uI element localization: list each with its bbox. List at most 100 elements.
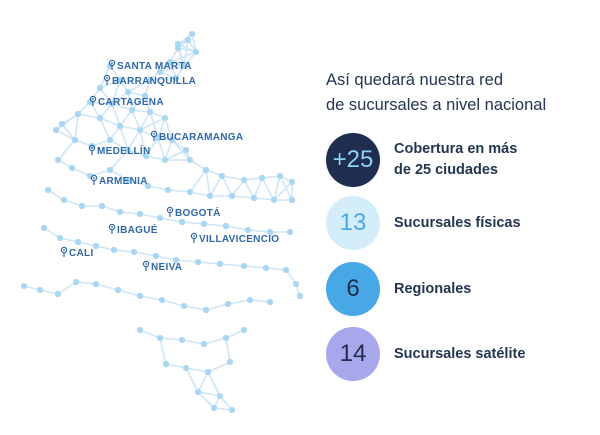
network-link [159, 65, 185, 73]
network-node [141, 92, 149, 100]
network-link [225, 329, 245, 339]
city-marker: ARMENIA [90, 174, 147, 187]
network-node [20, 282, 28, 290]
network-node [188, 30, 196, 38]
network-link [247, 229, 271, 233]
network-link [185, 367, 199, 393]
network-node [74, 110, 82, 118]
city-label: MEDELLÍN [97, 144, 151, 157]
network-node [154, 134, 162, 142]
network-node [216, 392, 224, 400]
network-link [164, 139, 173, 161]
city-label: SANTA MARTA [117, 61, 192, 72]
network-node [180, 302, 188, 310]
network-link [171, 139, 191, 161]
network-link [157, 137, 166, 161]
network-link [265, 267, 287, 271]
network-node [270, 196, 278, 204]
stat-label-coverage-line-1: Cobertura en más [394, 141, 518, 157]
network-link [261, 177, 275, 201]
network-node [222, 222, 230, 230]
stat-value-coverage: +25 [332, 146, 374, 173]
network-node [156, 334, 164, 342]
network-node [96, 114, 104, 122]
stat-label-satellite-branches: Sucursales satélite [394, 344, 525, 365]
network-node [92, 242, 100, 250]
network-node [71, 136, 79, 144]
stat-value-physical-branches: 13 [339, 209, 367, 236]
network-node [224, 300, 232, 308]
network-link [89, 101, 101, 119]
network-link [197, 391, 221, 397]
network-link [169, 51, 197, 63]
network-link [119, 125, 129, 151]
network-link [197, 371, 209, 393]
stat-label-regional: Regionales [394, 279, 471, 300]
network-node [210, 404, 218, 412]
network-node [152, 252, 160, 260]
network-node [186, 188, 194, 196]
network-node [116, 76, 124, 84]
network-link [159, 337, 183, 341]
stat-physical-branches: 13 Sucursales físicas [326, 195, 596, 251]
network-node [52, 126, 60, 134]
network-node [262, 264, 270, 272]
network-link [219, 263, 245, 267]
network-link [253, 197, 275, 201]
network-link [165, 363, 187, 369]
network-node [130, 248, 138, 256]
network-link [127, 149, 147, 157]
network-link [159, 217, 183, 223]
city-label: BOGOTÁ [175, 206, 221, 219]
network-node [40, 224, 48, 232]
network-link [131, 109, 141, 131]
network-link [71, 167, 91, 177]
network-link [147, 185, 169, 191]
network-link [189, 169, 207, 193]
network-node [244, 226, 252, 234]
stat-regional: 6 Regionales [326, 261, 596, 317]
network-link [111, 91, 129, 105]
network-link [209, 175, 223, 197]
city-label: BUCARAMANGA [159, 132, 243, 143]
network-node [282, 266, 290, 274]
network-node [172, 74, 180, 82]
map-pin-icon [89, 95, 97, 106]
network-node [276, 172, 284, 180]
network-link [197, 391, 215, 409]
network-link [145, 137, 159, 157]
network-node [146, 76, 154, 84]
network-link [164, 117, 173, 141]
network-link [225, 225, 249, 231]
network-link [77, 113, 101, 119]
network-link [164, 149, 187, 161]
network-node [136, 126, 144, 134]
network-link [109, 149, 129, 171]
network-link [99, 79, 121, 89]
network-link [99, 117, 111, 141]
network-node [116, 122, 124, 130]
network-link [89, 101, 113, 105]
map-pin-icon [90, 174, 98, 185]
network-link [101, 205, 121, 213]
network-link [181, 221, 205, 225]
network-link [75, 281, 97, 285]
network-link [119, 109, 133, 127]
map-pin-icon [108, 223, 116, 234]
colombia-network-map: SANTA MARTA BARRANQUILLA CARTAGENA BUCARAMA… [20, 30, 304, 414]
network-node [286, 228, 294, 236]
network-link [227, 299, 251, 305]
network-node [36, 286, 44, 294]
network-node [156, 214, 164, 222]
network-link [159, 337, 167, 365]
city-label: BARRANQUILLA [112, 76, 196, 87]
network-node [184, 36, 192, 44]
network-link [203, 337, 227, 345]
network-node [114, 286, 122, 294]
network-link [139, 213, 161, 219]
map-pin-icon [142, 260, 150, 271]
stat-value-regional: 6 [346, 275, 360, 302]
city-marker: BUCARAMANGA [150, 130, 243, 143]
city-marker: BOGOTÁ [166, 206, 221, 219]
network-link [197, 261, 221, 265]
